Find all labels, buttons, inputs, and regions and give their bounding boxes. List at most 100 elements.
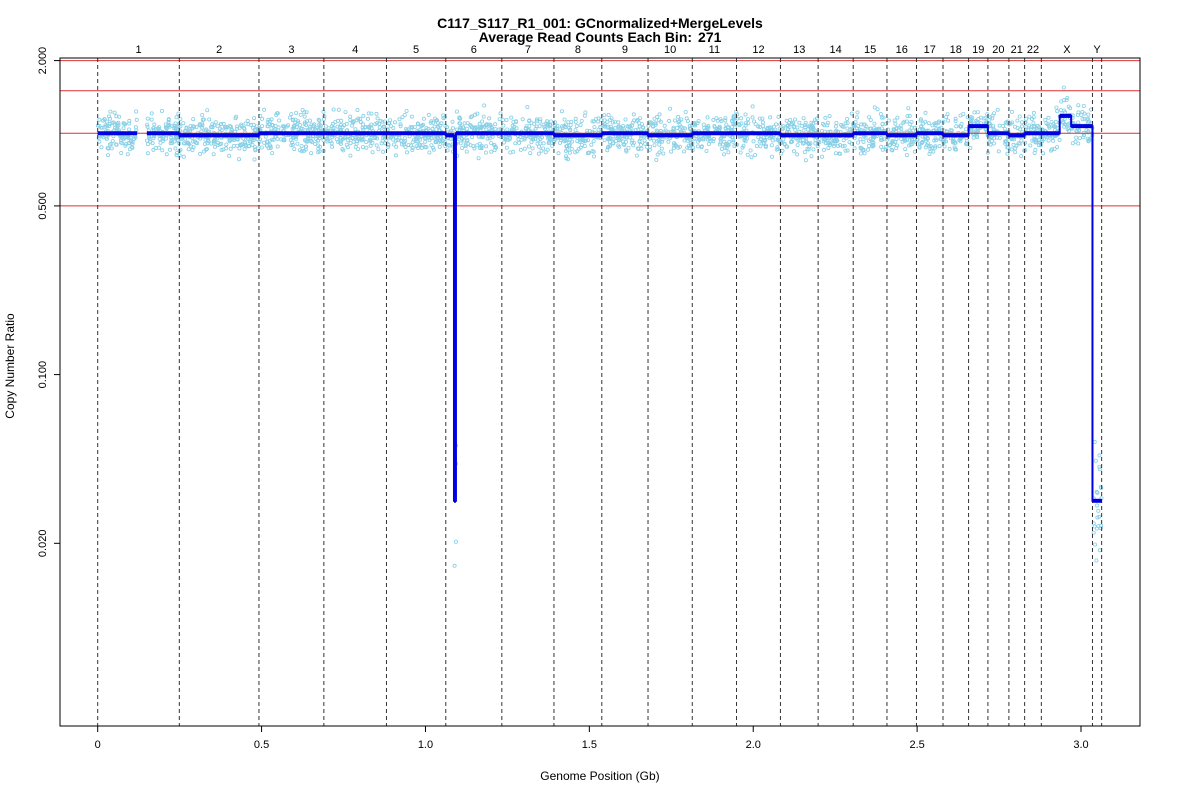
data-point (252, 157, 257, 162)
data-point (813, 141, 818, 146)
data-point (669, 149, 674, 154)
data-point (1055, 109, 1060, 114)
data-point (365, 116, 370, 121)
data-point (573, 128, 578, 133)
data-point (178, 124, 183, 129)
data-point (145, 124, 150, 129)
data-point (866, 143, 871, 148)
data-point (936, 120, 941, 125)
data-point (997, 123, 1002, 128)
data-point (546, 140, 551, 145)
data-point (1087, 138, 1092, 143)
data-point (314, 136, 319, 141)
data-point (103, 124, 108, 129)
data-point (750, 115, 755, 120)
data-point (809, 154, 814, 159)
data-point (345, 145, 350, 150)
data-point (340, 124, 345, 129)
data-point (348, 114, 353, 119)
data-point (972, 110, 977, 115)
data-point (297, 123, 302, 128)
data-point (129, 145, 134, 150)
data-point (731, 138, 736, 143)
data-point (797, 120, 802, 125)
data-point (415, 122, 420, 127)
data-point (795, 143, 800, 148)
data-point (312, 126, 317, 131)
data-point (565, 147, 570, 152)
data-point (428, 120, 433, 125)
data-point (904, 153, 909, 158)
data-point (1064, 98, 1069, 103)
data-point (599, 117, 604, 122)
data-point (548, 123, 553, 128)
data-point (711, 136, 716, 141)
data-point (380, 119, 385, 124)
data-point (623, 117, 628, 122)
data-point (988, 142, 993, 147)
chromosome-label: 12 (752, 44, 764, 56)
data-point (591, 139, 596, 144)
data-point (904, 119, 909, 124)
data-point (789, 140, 794, 145)
data-point (375, 116, 380, 121)
data-point (257, 137, 262, 142)
data-point (803, 158, 808, 163)
data-point (430, 126, 435, 131)
data-point (781, 126, 786, 131)
chromosome-label: X (1063, 44, 1071, 56)
data-point (200, 125, 205, 130)
data-point (426, 112, 431, 117)
data-point (563, 124, 568, 129)
data-point (104, 119, 109, 124)
data-point (674, 143, 679, 148)
avg-read-count: 271 (698, 29, 722, 45)
data-point (487, 136, 492, 141)
data-point (103, 123, 108, 128)
data-point (974, 118, 979, 123)
data-point (660, 139, 665, 144)
data-point (264, 143, 269, 148)
data-point (657, 112, 662, 117)
data-point (1097, 514, 1102, 519)
data-point (337, 125, 342, 130)
data-point (1097, 453, 1102, 458)
data-point (234, 114, 239, 119)
data-point (781, 124, 786, 129)
data-point (516, 137, 521, 142)
data-point (527, 124, 532, 129)
data-point (164, 152, 169, 157)
data-point (563, 137, 568, 142)
data-point (364, 139, 369, 144)
data-point (441, 137, 446, 142)
data-point (827, 141, 832, 146)
data-point (901, 120, 906, 125)
data-point (277, 118, 282, 123)
data-point (954, 147, 959, 152)
data-point (628, 135, 633, 140)
data-point (1027, 123, 1032, 128)
data-point (400, 115, 405, 120)
data-point (667, 118, 672, 123)
data-point (399, 142, 404, 147)
data-point (840, 144, 845, 149)
data-point (1081, 135, 1086, 140)
data-point (457, 121, 462, 126)
data-point (1013, 150, 1018, 155)
data-point (322, 114, 327, 119)
data-point (331, 107, 336, 112)
data-point (964, 127, 969, 132)
data-point (862, 151, 867, 156)
chromosome-label: 13 (793, 44, 805, 56)
data-point (1062, 98, 1067, 103)
data-point (440, 141, 445, 146)
chromosome-label: 18 (950, 44, 962, 56)
data-point (583, 110, 588, 115)
data-point (760, 120, 765, 125)
data-point (743, 123, 748, 128)
data-point (933, 136, 938, 141)
data-point (212, 144, 217, 149)
data-point (431, 145, 436, 150)
data-point (227, 138, 232, 143)
data-point (309, 151, 314, 156)
